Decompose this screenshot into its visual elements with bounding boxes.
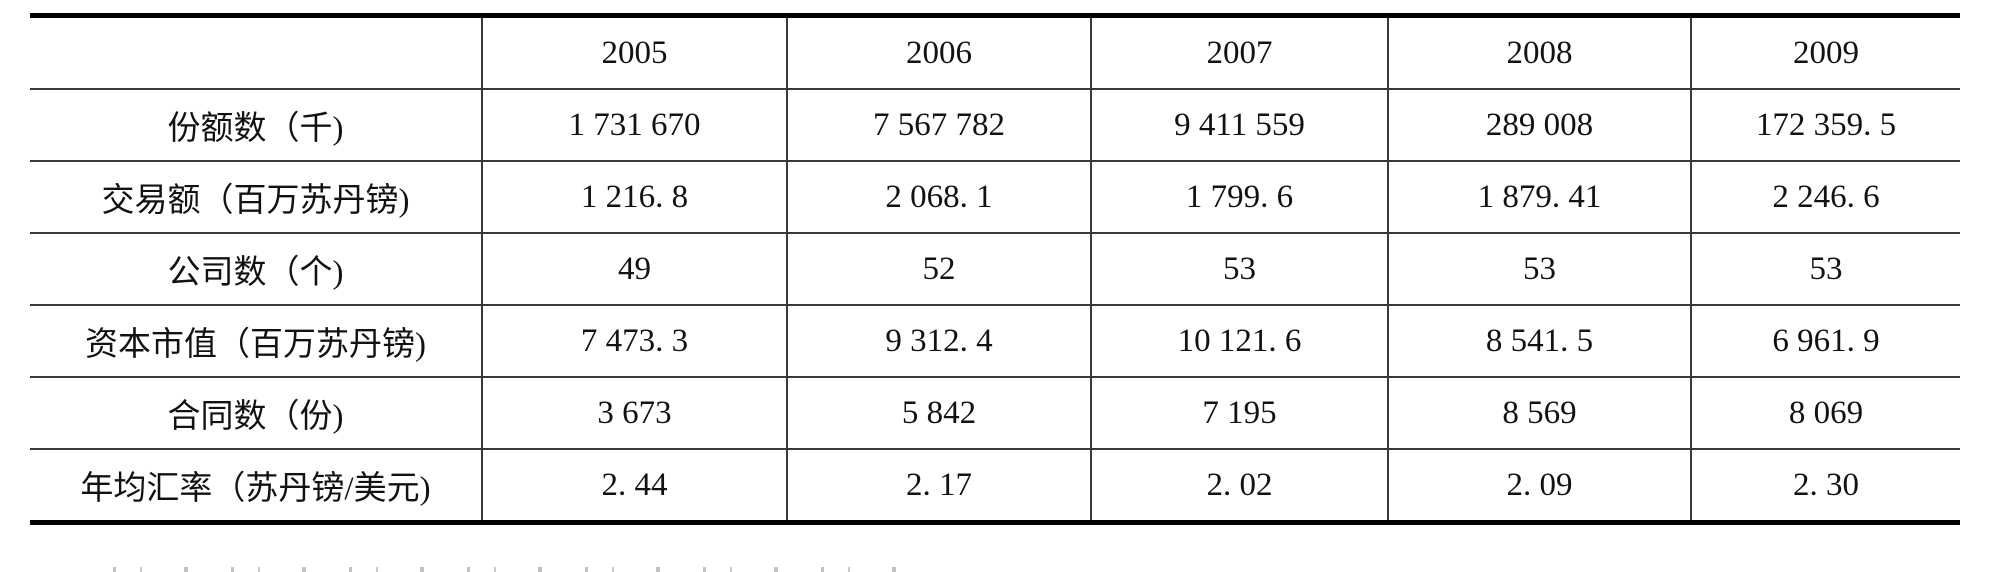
- row-label-companies: 公司数（个): [30, 232, 483, 306]
- header-empty-cell: [30, 14, 483, 90]
- cropped-footnote-marks: [113, 567, 923, 572]
- table-cell: 10 121. 6: [1090, 304, 1389, 378]
- table-row-exchange-rate: 年均汇率（苏丹镑/美元) 2. 44 2. 17 2. 02 2. 09 2. …: [30, 448, 1960, 524]
- row-label-market-cap: 资本市值（百万苏丹镑): [30, 304, 483, 378]
- table-cell: 8 541. 5: [1387, 304, 1692, 378]
- table-cell: 7 567 782: [786, 88, 1092, 162]
- table-cell: 8 069: [1690, 376, 1960, 450]
- table-cell: 3 673: [481, 376, 788, 450]
- row-label-contracts: 合同数（份): [30, 376, 483, 450]
- row-label-shares: 份额数（千): [30, 88, 483, 162]
- table-cell: 7 195: [1090, 376, 1389, 450]
- table-cell: 172 359. 5: [1690, 88, 1960, 162]
- table-row-companies: 公司数（个) 49 52 53 53 53: [30, 232, 1960, 306]
- table-row-shares: 份额数（千) 1 731 670 7 567 782 9 411 559 289…: [30, 88, 1960, 162]
- table-cell: 53: [1387, 232, 1692, 306]
- sudan-stock-exchange-table: 2005 2006 2007 2008 2009 份额数（千) 1 731 67…: [30, 13, 1960, 525]
- table-header-row: 2005 2006 2007 2008 2009: [30, 14, 1960, 90]
- table-cell: 1 216. 8: [481, 160, 788, 234]
- table-row-market-cap: 资本市值（百万苏丹镑) 7 473. 3 9 312. 4 10 121. 6 …: [30, 304, 1960, 378]
- table-cell: 1 731 670: [481, 88, 788, 162]
- table-cell: 6 961. 9: [1690, 304, 1960, 378]
- header-year-2009: 2009: [1690, 14, 1960, 90]
- header-year-2006: 2006: [786, 14, 1092, 90]
- table-cell: 52: [786, 232, 1092, 306]
- header-year-2005: 2005: [481, 14, 788, 90]
- table-cell: 49: [481, 232, 788, 306]
- table-cell: 5 842: [786, 376, 1092, 450]
- table-cell: 8 569: [1387, 376, 1692, 450]
- header-year-2007: 2007: [1090, 14, 1389, 90]
- table-cell: 1 879. 41: [1387, 160, 1692, 234]
- table-cell: 2 068. 1: [786, 160, 1092, 234]
- table-cell: 53: [1090, 232, 1389, 306]
- table-cell: 289 008: [1387, 88, 1692, 162]
- table-row-trading-value: 交易额（百万苏丹镑) 1 216. 8 2 068. 1 1 799. 6 1 …: [30, 160, 1960, 234]
- table-cell: 7 473. 3: [481, 304, 788, 378]
- table-cell: 9 312. 4: [786, 304, 1092, 378]
- table-cell: 2. 02: [1090, 448, 1389, 524]
- table-cell: 9 411 559: [1090, 88, 1389, 162]
- header-year-2008: 2008: [1387, 14, 1692, 90]
- table-row-contracts: 合同数（份) 3 673 5 842 7 195 8 569 8 069: [30, 376, 1960, 450]
- table-cell: 2. 09: [1387, 448, 1692, 524]
- table-cell: 2. 44: [481, 448, 788, 524]
- table-cell: 2. 30: [1690, 448, 1960, 524]
- table-cell: 53: [1690, 232, 1960, 306]
- table-cell: 2 246. 6: [1690, 160, 1960, 234]
- row-label-exchange-rate: 年均汇率（苏丹镑/美元): [30, 448, 483, 524]
- table-cell: 1 799. 6: [1090, 160, 1389, 234]
- table-cell: 2. 17: [786, 448, 1092, 524]
- row-label-trading-value: 交易额（百万苏丹镑): [30, 160, 483, 234]
